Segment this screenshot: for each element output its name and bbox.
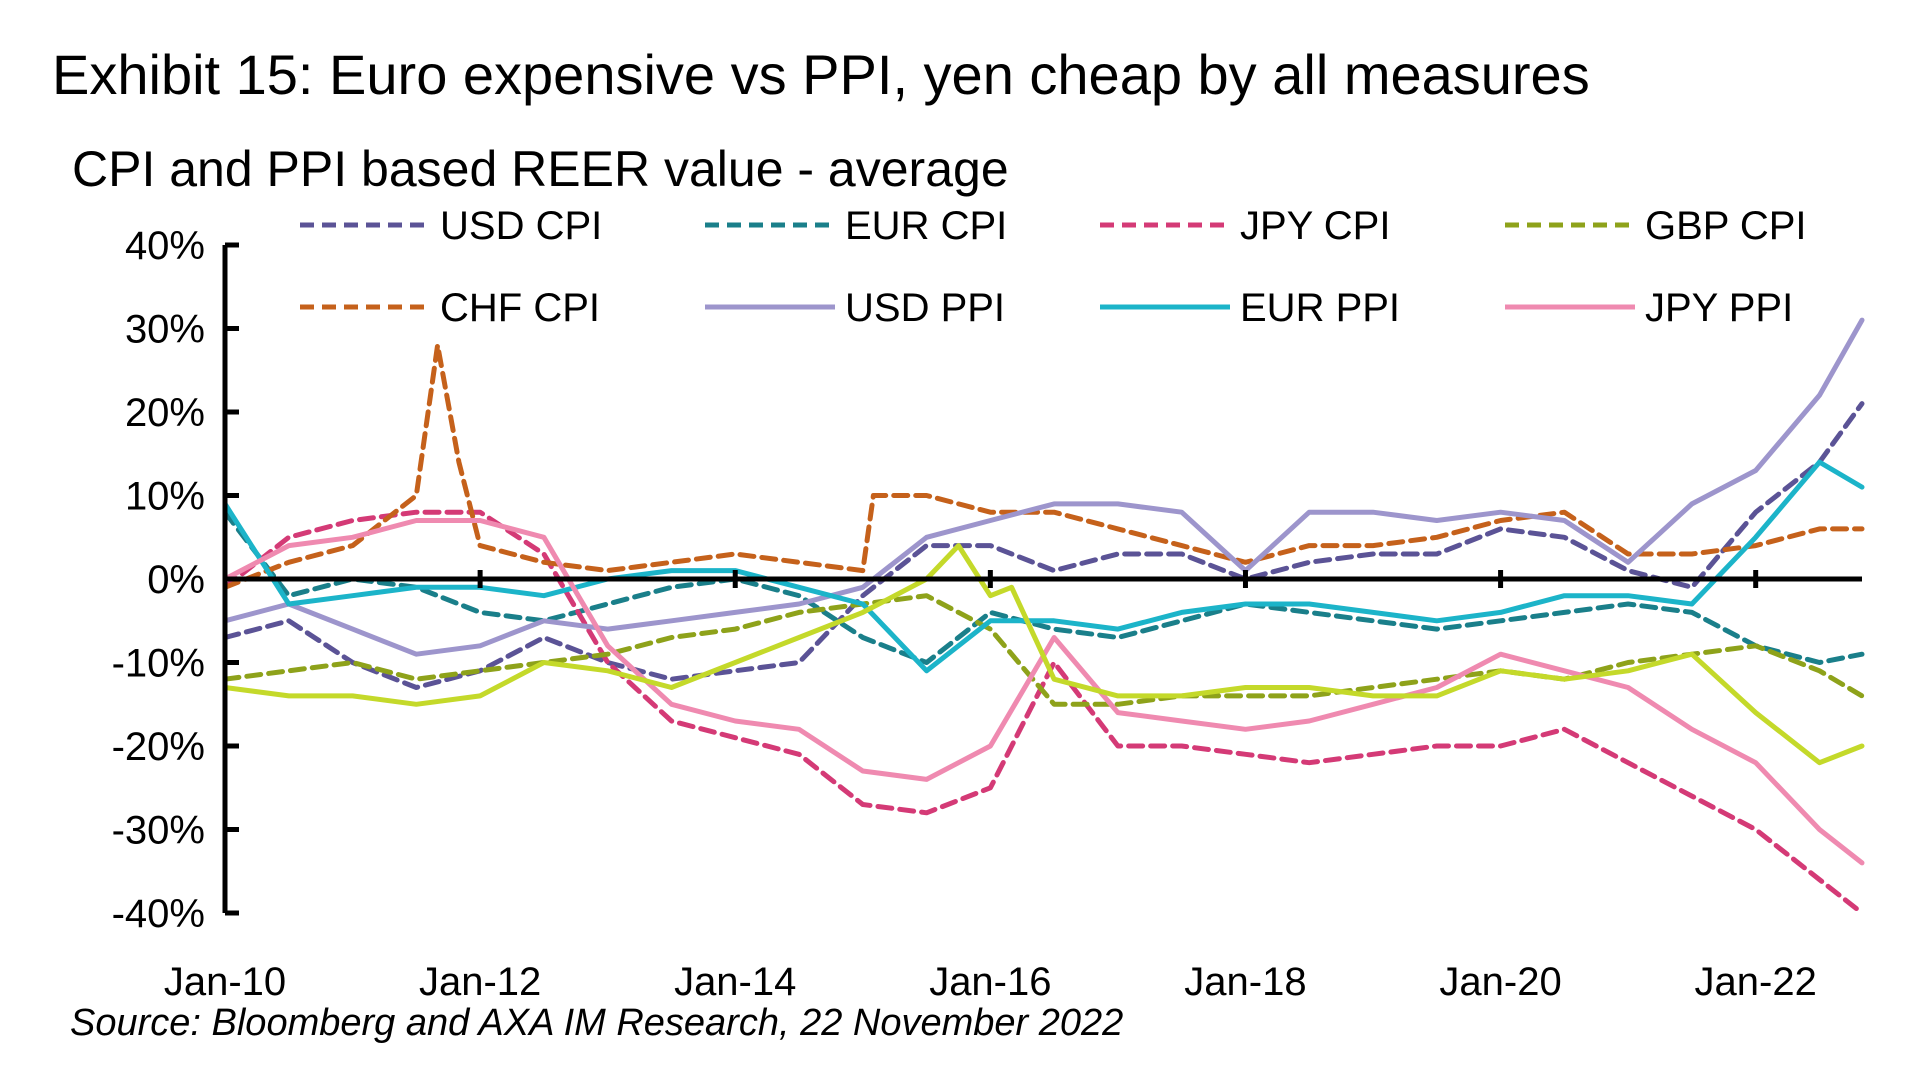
y-tick-label: 0% <box>147 558 205 602</box>
x-tick-label: Jan-10 <box>164 960 286 1004</box>
series-line-chf-cpi <box>222 342 1865 590</box>
series-line-gbp-cpi <box>222 593 1865 707</box>
x-tick-label: Jan-20 <box>1439 960 1561 1004</box>
x-tick-label: Jan-12 <box>419 960 541 1004</box>
y-tick-label: -20% <box>112 725 205 769</box>
legend-label: EUR CPI <box>845 204 1007 248</box>
x-tick-label: Jan-18 <box>1184 960 1306 1004</box>
series-line-usd-ppi <box>222 317 1865 657</box>
legend-label: USD PPI <box>845 286 1005 330</box>
series-line-jpy-cpi <box>222 509 1865 916</box>
x-tick-label: Jan-16 <box>929 960 1051 1004</box>
series-line-usd-cpi <box>222 401 1865 690</box>
x-tick-label: Jan-14 <box>674 960 796 1004</box>
legend-label: EUR PPI <box>1240 286 1400 330</box>
series-line-jpy-ppi <box>222 518 1865 866</box>
y-tick-label: 10% <box>125 475 205 519</box>
series-line-eur-cpi <box>222 509 1865 665</box>
source-note: Source: Bloomberg and AXA IM Research, 2… <box>70 1002 1124 1044</box>
y-tick-label: 20% <box>125 391 205 435</box>
y-tick-label: 40% <box>125 224 205 268</box>
series-layer <box>222 317 1865 916</box>
legend-label: GBP CPI <box>1645 204 1807 248</box>
legend-label: CHF CPI <box>440 286 600 330</box>
y-tick-label: -30% <box>112 809 205 853</box>
series-line-unlabeled-8 <box>222 543 1865 766</box>
chart-subtitle: CPI and PPI based REER value - average <box>72 141 1009 197</box>
x-tick-label: Jan-22 <box>1695 960 1817 1004</box>
legend-label: JPY PPI <box>1645 286 1793 330</box>
series-line-eur-ppi <box>222 459 1865 674</box>
y-tick-label: -10% <box>112 642 205 686</box>
legend-label: JPY CPI <box>1240 204 1390 248</box>
legend: USD CPI EUR CPI JPY CPI GBP CPI CHF CPI USD P… <box>300 204 1807 330</box>
y-tick-label: -40% <box>112 892 205 936</box>
y-tick-label: 30% <box>125 308 205 352</box>
legend-label: USD CPI <box>440 204 602 248</box>
axes-layer: 40% 30% 20% 10% 0% -10% -20% -30% -40% Jan-10 Jan-… <box>112 224 1862 1004</box>
chart-title: Exhibit 15: Euro expensive vs PPI, yen c… <box>52 43 1590 106</box>
